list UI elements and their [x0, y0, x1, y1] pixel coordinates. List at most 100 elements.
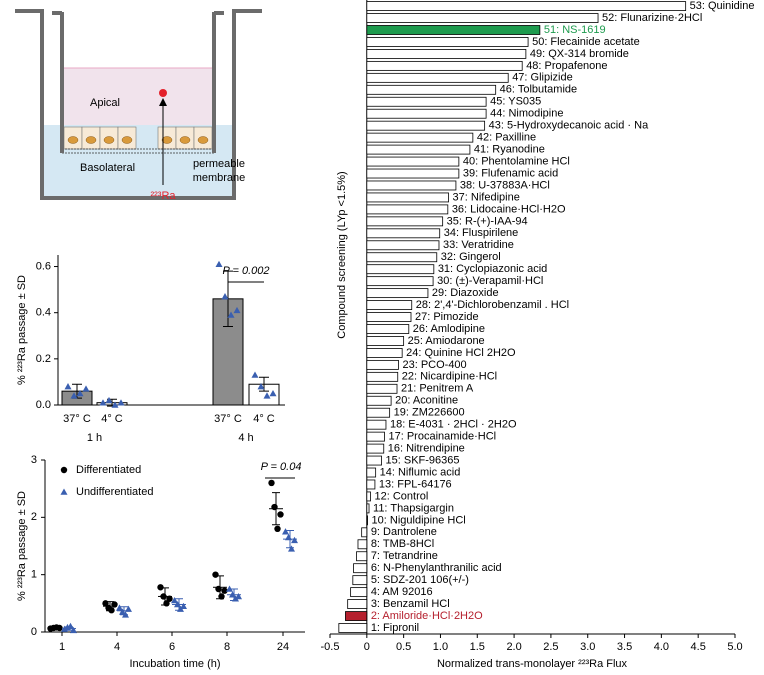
bar [366, 37, 529, 47]
data-point [291, 536, 298, 544]
bar-label: 24: Quinine HCl 2H2O [406, 347, 516, 359]
bar-label: 11: Thapsigargin [373, 502, 454, 514]
bar-label: 30: (±)-Verapamil·HCl [437, 275, 543, 287]
data-point [268, 479, 275, 487]
bar-label: 15: SKF-96365 [386, 454, 460, 466]
data-point [226, 585, 233, 592]
bar [366, 491, 371, 502]
isotope-label: ²²³Ra [150, 190, 176, 202]
bar-label: 51: NS-1619 [544, 24, 606, 36]
data-point [235, 592, 242, 600]
bar-label: 25: Amiodarone [408, 335, 485, 347]
y-tick-label: 0.2 [36, 353, 51, 365]
bar-label: 39: Flufenamic acid [463, 167, 558, 179]
data-point [60, 466, 68, 474]
bar [366, 49, 527, 59]
group-label: 4 h [238, 432, 253, 444]
bar [366, 431, 385, 442]
x-tick-label: 5.0 [727, 641, 742, 653]
bar [366, 288, 429, 299]
data-point [271, 503, 278, 511]
bar-label: 10: Niguldipine HCl [372, 514, 466, 526]
bar [366, 348, 403, 358]
transwell-diagram: Apical Basolateral permeable membrane ²²… [15, 9, 262, 202]
x-tick-label: 8 [224, 641, 230, 653]
data-point [82, 385, 90, 392]
bar-label: 37: Nifedipine [453, 191, 520, 203]
data-point [215, 260, 223, 268]
data-point [105, 396, 113, 404]
bar-label: 34: Fluspirilene [444, 227, 519, 239]
data-point [215, 585, 222, 593]
data-point [221, 293, 229, 300]
bar [347, 599, 368, 609]
error-bar [161, 587, 169, 606]
bar-label: 12: Control [375, 490, 429, 502]
data-point [233, 306, 241, 314]
data-point [282, 528, 289, 535]
bar-label: 18: E-4031 · 2HCl · 2H2O [390, 419, 517, 431]
bar [366, 1, 687, 11]
data-point [111, 601, 118, 608]
data-point [251, 371, 259, 378]
bar [366, 96, 487, 107]
y-axis-label: Compound screening (LYp <1.5%) [336, 171, 348, 338]
bar [366, 72, 509, 83]
bar-label: 29: Diazoxide [432, 287, 499, 299]
bar-label: 36: Lidocaine·HCl·H2O [452, 203, 566, 215]
nuclei [67, 136, 209, 144]
bar-label: 27: Pimozide [415, 311, 479, 323]
x-tick-label: 1 [59, 641, 65, 653]
error-bar [120, 606, 128, 616]
bar [366, 84, 497, 95]
data-point [60, 488, 68, 495]
x-tick-label: 4.0 [654, 641, 669, 653]
data-point [116, 604, 123, 611]
bar [366, 336, 405, 346]
x-tick-label: 3.0 [580, 641, 595, 653]
y-tick-label: 0.6 [36, 260, 51, 272]
x-tick-label: 37° C [214, 413, 242, 425]
apical-medium [62, 68, 214, 125]
bar [361, 527, 368, 538]
bar [366, 371, 399, 382]
data-point [257, 383, 265, 390]
bar-label: 7: Tetrandrine [371, 550, 438, 562]
data-point [180, 602, 187, 609]
bar [366, 132, 474, 143]
bar-label: 28: 2',4'-Dichlorobenzamil . HCl [416, 299, 569, 311]
bar [366, 192, 449, 203]
insert [52, 11, 224, 153]
x-tick-label: 2.5 [543, 641, 558, 653]
x-tick-label: 1.5 [470, 641, 485, 653]
bar [366, 395, 392, 406]
bar-label: 49: QX-314 bromide [530, 48, 629, 60]
x-tick-label: 0.5 [396, 641, 411, 653]
bar [366, 144, 471, 155]
data-point [274, 525, 281, 532]
bar [366, 479, 376, 490]
data-point [171, 596, 178, 604]
bar-label: 52: Flunarizine·2HCl [602, 12, 702, 24]
bar [366, 443, 385, 454]
bar-label: 40: Phentolamine HCl [463, 155, 570, 167]
group-label: 1 h [87, 432, 102, 444]
bar [366, 60, 523, 71]
x-tick-label: 4° C [101, 413, 123, 425]
bar-label: 2: Amiloride·HCl·2H2O [371, 610, 483, 622]
bar-label: 16: Nitrendipine [388, 443, 465, 455]
bar [366, 13, 599, 23]
annotation: P = 0.04 [261, 461, 302, 473]
bar-label: 44: Nimodipine [490, 108, 563, 120]
membrane-label: membrane [193, 172, 246, 184]
x-tick-label: -0.5 [321, 641, 340, 653]
bar [366, 120, 486, 131]
data-point [108, 607, 115, 614]
data-point [76, 389, 84, 397]
x-tick-label: 4 [114, 641, 120, 653]
error-bar [51, 626, 59, 630]
error-bar [286, 530, 294, 549]
data-point [64, 383, 72, 390]
bar [366, 204, 449, 215]
x-tick-label: 4° C [253, 413, 275, 425]
